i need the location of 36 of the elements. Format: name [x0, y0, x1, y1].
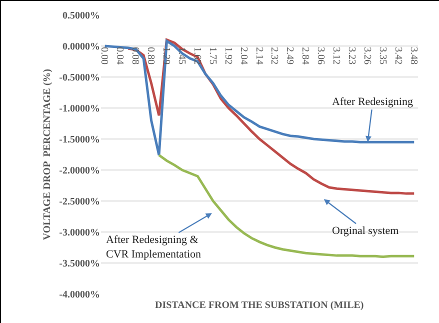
y-tick-label: -0.5000%: [59, 72, 100, 84]
y-tick-label: -1.5000%: [59, 134, 100, 146]
x-tick-label: 3.23: [346, 47, 358, 64]
x-tick-label: 3.26: [361, 47, 372, 64]
x-tick-label: 3.48: [408, 47, 419, 64]
y-tick-label: 0.0000%: [62, 42, 100, 52]
x-tick-label: 0.04: [114, 47, 126, 64]
annotation: After Redesigning: [332, 96, 414, 108]
x-tick-label: 1.29: [160, 47, 172, 64]
annotation: Orginal system: [332, 225, 400, 237]
y-tick-label: -1.0000%: [59, 104, 100, 114]
y-axis-title: VOLTAGE DROP PERCENTAGE (%): [42, 68, 54, 240]
y-tick-label: -2.0000%: [59, 166, 100, 176]
x-tick-label: 2.49: [284, 47, 296, 64]
x-tick-label: 3.42: [392, 47, 404, 64]
y-tick-label: -2.5000%: [59, 196, 100, 208]
x-tick-label: 3.35: [376, 47, 388, 64]
x-tick-label: 0.08: [130, 47, 141, 64]
x-tick-label: 2.14: [253, 47, 264, 64]
x-tick-label: 1.92: [222, 47, 234, 64]
x-tick-label: 2.84: [300, 47, 311, 64]
x-tick-label: 0.00: [98, 47, 110, 64]
x-tick-label: 1.45: [176, 47, 187, 64]
x-tick-label: 3.12: [330, 47, 342, 64]
x-tick-label: 1.75: [206, 47, 218, 64]
x-tick-label: 2.32: [268, 47, 280, 64]
y-tick-label: -3.0000%: [59, 228, 100, 238]
x-tick-label: 3.06: [315, 47, 326, 64]
x-tick-label: 1.62: [191, 47, 202, 64]
y-tick-label: -3.5000%: [59, 258, 100, 270]
x-tick-label: 0.80: [145, 47, 156, 64]
y-tick-label: -4.0000%: [59, 290, 100, 300]
y-tick-label: 0.5000%: [62, 10, 100, 22]
annotation: After Redesigning & CVR Implementation: [106, 234, 202, 260]
x-axis-title: DISTANCE FROM THE SUBSTATION (MILE): [155, 300, 364, 311]
x-tick-label: 2.04: [238, 47, 249, 64]
